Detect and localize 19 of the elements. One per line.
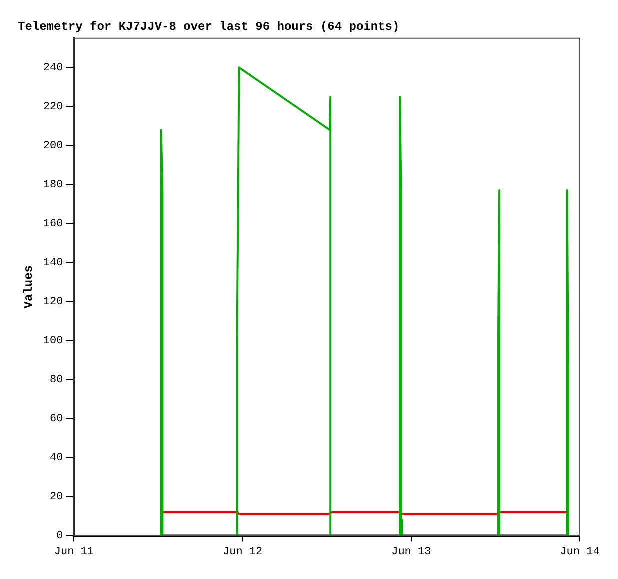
x-tick-label: Jun 12 — [222, 546, 263, 558]
x-tick-label: Jun 11 — [54, 546, 94, 558]
chart-title: Telemetry for KJ7JJV-8 over last 96 hours (64 points) — [18, 20, 400, 34]
y-tick-label: 240 — [43, 62, 64, 75]
y-tick-label: 120 — [43, 296, 64, 309]
y-tick-label: 40 — [50, 452, 64, 465]
y-tick-label: 200 — [43, 140, 64, 153]
y-tick-label: 100 — [43, 336, 64, 348]
y-tick-label: 20 — [50, 492, 64, 504]
y-axis-title: Values — [22, 265, 36, 309]
y-tick-label: 160 — [43, 218, 64, 231]
y-tick-label: 180 — [43, 180, 64, 192]
x-tick-label: Jun 14 — [560, 546, 600, 558]
y-tick-label: 140 — [43, 258, 64, 270]
x-tick-label: Jun 13 — [392, 546, 432, 558]
y-tick-label: 220 — [43, 102, 64, 114]
y-tick-label: 0 — [56, 530, 64, 543]
y-tick-label: 80 — [50, 374, 64, 387]
y-tick-label: 60 — [50, 414, 64, 426]
